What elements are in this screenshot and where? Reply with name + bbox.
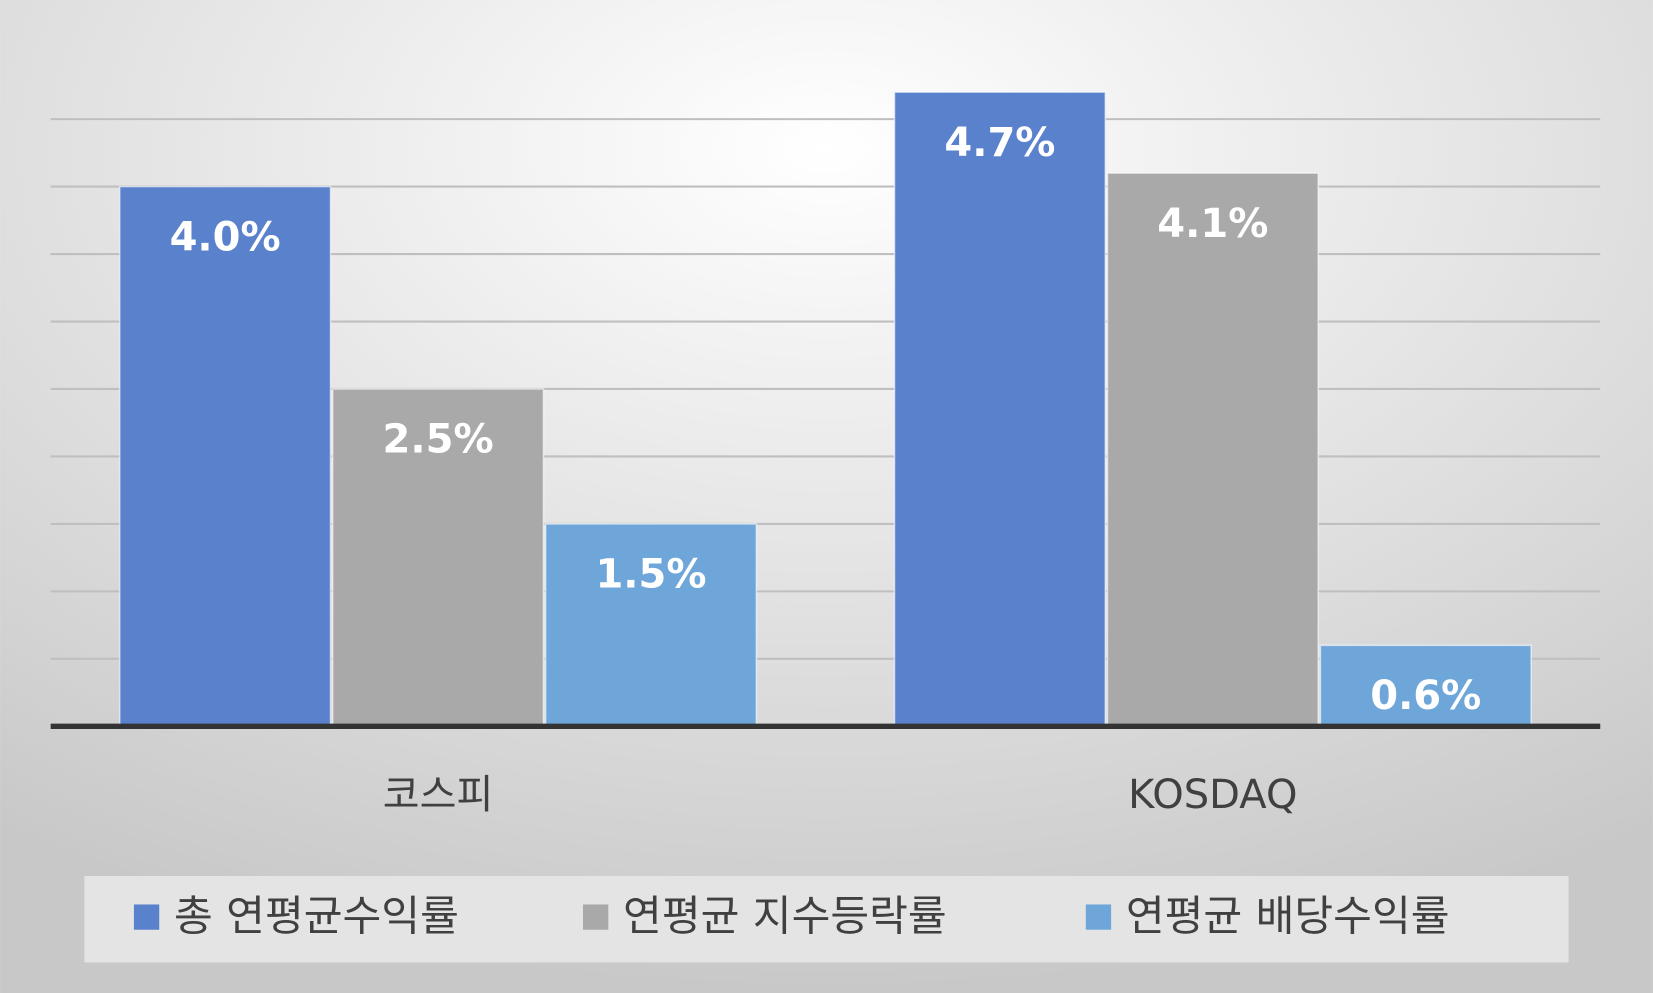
legend-swatch	[133, 904, 160, 930]
data-label: 4.1%	[1157, 201, 1268, 247]
data-label: 4.7%	[944, 120, 1055, 166]
bar	[118, 185, 332, 728]
legend-label: 총 연평균수익률	[174, 892, 459, 941]
legend-label: 연평균 배당수익률	[1126, 892, 1450, 941]
legend-swatch	[1085, 904, 1112, 930]
x-tick-label: 코스피	[383, 772, 494, 818]
legend-swatch	[582, 904, 609, 930]
data-label: 2.5%	[383, 417, 494, 463]
bar	[893, 91, 1107, 728]
legend-label: 연평균 지수등락률	[623, 892, 947, 941]
bar	[1106, 172, 1320, 728]
x-tick-label: KOSDAQ	[1128, 772, 1297, 818]
legend-box	[84, 875, 1569, 963]
data-label: 1.5%	[595, 552, 706, 598]
bar	[331, 388, 545, 728]
data-label: 4.0%	[170, 214, 281, 260]
data-label: 0.6%	[1370, 673, 1481, 719]
